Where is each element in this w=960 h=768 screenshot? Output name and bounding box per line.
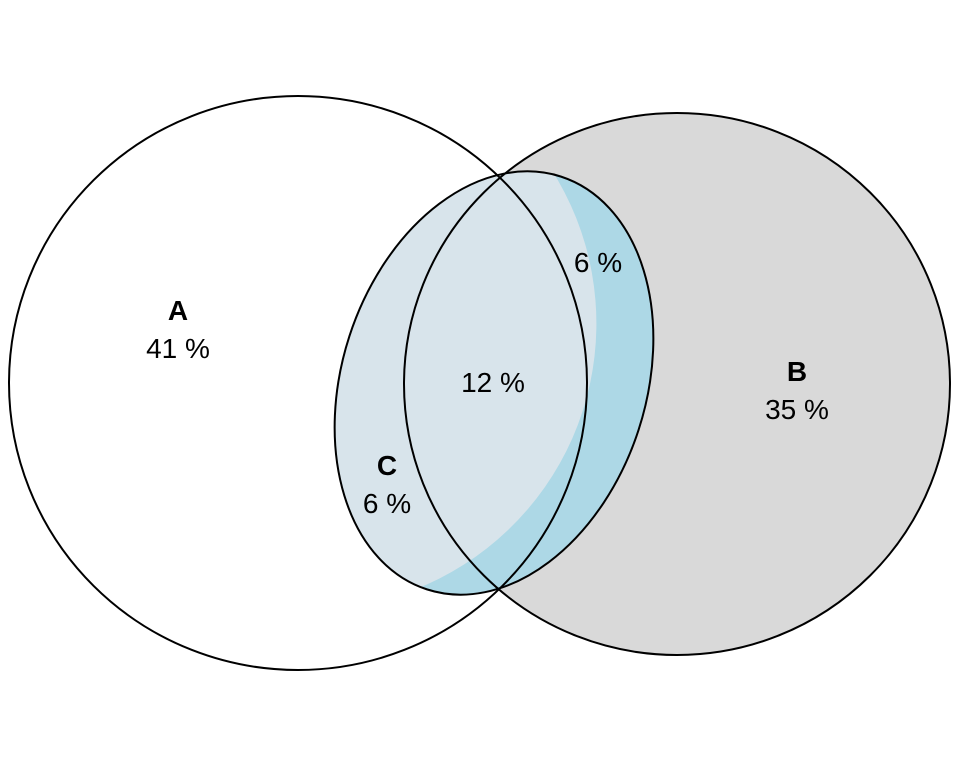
set-c-outline: [333, 170, 655, 596]
set-b-outline: [403, 112, 951, 656]
set-a-outline: [8, 95, 588, 671]
set-c-only-percent: 6 %: [363, 488, 411, 519]
overlap-b-c-percent: 6 %: [574, 247, 622, 278]
set-c-label: C: [377, 450, 397, 481]
set-a-only-percent: 41 %: [146, 333, 210, 364]
set-a-label: A: [168, 295, 188, 326]
overlap-a-b-c-percent: 12 %: [461, 367, 525, 398]
set-b-label: B: [787, 356, 807, 387]
set-b-only-percent: 35 %: [765, 394, 829, 425]
